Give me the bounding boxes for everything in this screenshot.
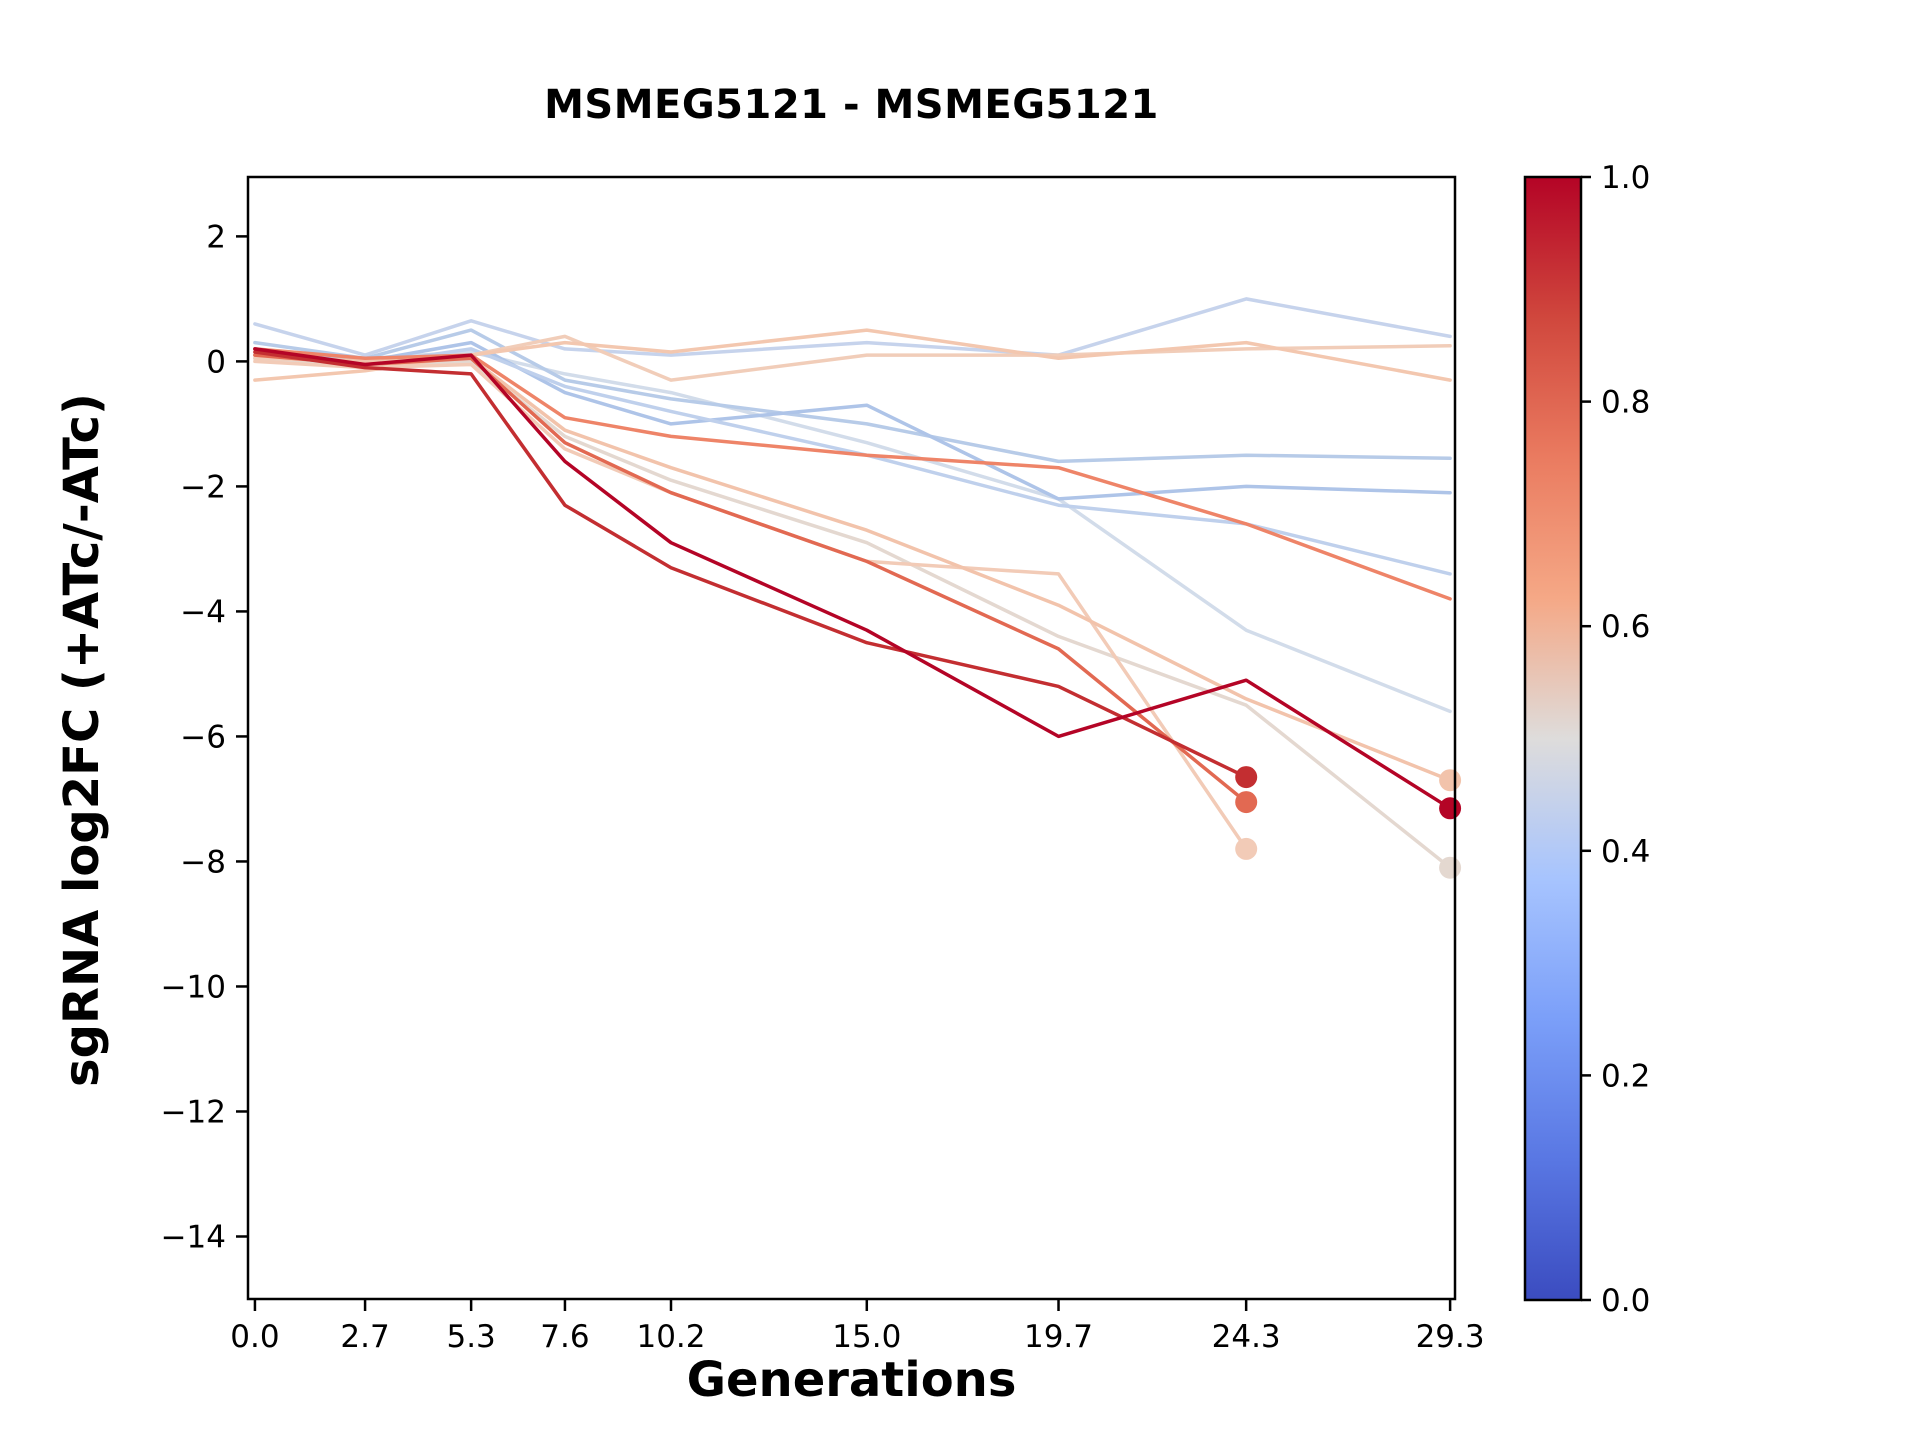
x-tick-label: 10.2 bbox=[636, 1319, 705, 1355]
series-endpoint-marker bbox=[1235, 837, 1258, 860]
series-line bbox=[253, 347, 1452, 576]
series-endpoint-marker bbox=[1235, 791, 1258, 814]
series-line bbox=[253, 350, 1248, 779]
series-line bbox=[253, 359, 1248, 851]
x-tick-label: 5.3 bbox=[446, 1319, 495, 1355]
y-tick-label: −6 bbox=[180, 719, 226, 755]
series-line bbox=[253, 356, 1452, 870]
colorbar-tick-label: 0.2 bbox=[1601, 1058, 1650, 1094]
series-endpoint-marker bbox=[1235, 766, 1258, 789]
series-endpoint-marker bbox=[1439, 856, 1462, 879]
series-endpoint-marker bbox=[1439, 797, 1462, 820]
y-tick-label: −14 bbox=[161, 1219, 226, 1255]
chart-title: MSMEG5121 - MSMEG5121 bbox=[544, 82, 1159, 128]
colorbar-tick-label: 0.0 bbox=[1601, 1283, 1650, 1319]
colorbar-tick-label: 0.4 bbox=[1601, 834, 1650, 870]
series-line bbox=[253, 347, 1452, 811]
x-tick-label: 0.0 bbox=[230, 1319, 279, 1355]
series-line bbox=[253, 347, 1452, 601]
colorbar bbox=[1525, 177, 1581, 1300]
series-line bbox=[253, 328, 1452, 464]
series-endpoint-marker bbox=[1439, 769, 1462, 792]
y-tick-label: −10 bbox=[161, 969, 226, 1005]
x-tick-label: 19.7 bbox=[1024, 1319, 1093, 1355]
y-tick-label: −2 bbox=[180, 469, 226, 505]
series-line bbox=[253, 297, 1452, 357]
x-tick-label: 29.3 bbox=[1416, 1319, 1485, 1355]
colorbar-outline bbox=[1523, 175, 1583, 1302]
x-tick-label: 15.0 bbox=[832, 1319, 901, 1355]
series-line bbox=[253, 353, 1452, 782]
x-tick-label: 7.6 bbox=[540, 1319, 589, 1355]
x-axis-label: Generations bbox=[686, 1352, 1017, 1408]
y-tick-label: −4 bbox=[180, 594, 226, 630]
x-tick-label: 24.3 bbox=[1212, 1319, 1281, 1355]
axes-frame bbox=[246, 175, 1457, 1301]
x-tick-label: 2.7 bbox=[340, 1319, 389, 1355]
colorbar-tick-label: 0.6 bbox=[1601, 609, 1650, 645]
y-tick-label: 2 bbox=[206, 219, 226, 255]
colorbar-tick-label: 1.0 bbox=[1601, 160, 1650, 196]
series-line bbox=[253, 340, 1452, 501]
y-tick-label: −12 bbox=[161, 1094, 226, 1130]
y-tick-label: −8 bbox=[180, 844, 226, 880]
colorbar-tick-label: 0.8 bbox=[1601, 385, 1650, 421]
y-tick-label: 0 bbox=[206, 344, 226, 380]
